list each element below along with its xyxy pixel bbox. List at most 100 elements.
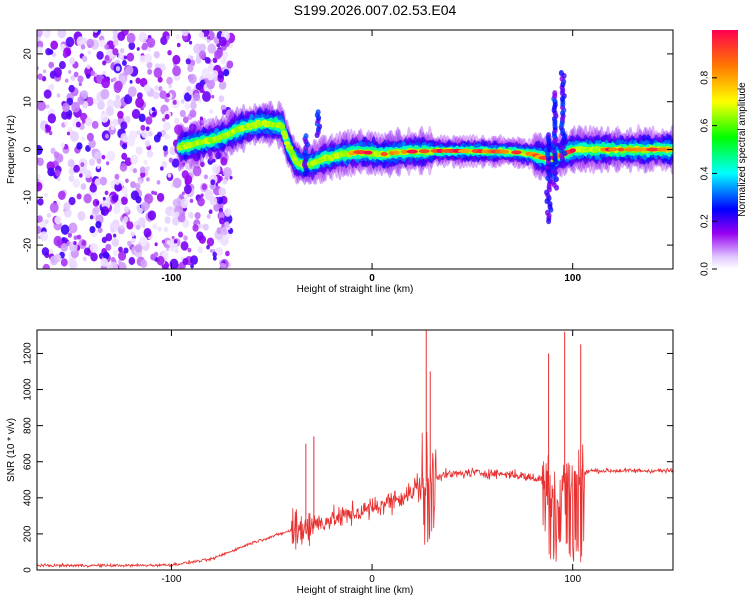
noise-speckle [68, 175, 75, 182]
noise-speckle [132, 168, 138, 174]
noise-speckle [129, 80, 133, 84]
noise-speckle [148, 131, 153, 137]
noise-speckle [92, 30, 99, 39]
noise-speckle [68, 222, 78, 234]
y-axis-label: Frequency (Hz) [6, 115, 17, 184]
noise-speckle [189, 198, 194, 203]
ridge-hotspot [392, 150, 400, 155]
noise-speckle [145, 116, 153, 125]
noise-speckle [114, 173, 120, 180]
noise-speckle [94, 151, 103, 162]
noise-speckle [137, 207, 143, 214]
noise-speckle [136, 47, 140, 51]
noise-speckle [117, 31, 126, 42]
noise-speckle [87, 50, 91, 55]
noise-speckle [172, 99, 177, 105]
noise-speckle [198, 50, 207, 60]
noise-speckle [218, 202, 224, 210]
noise-speckle [141, 42, 148, 51]
noise-speckle [86, 64, 91, 70]
noise-speckle [223, 213, 233, 225]
noise-speckle [91, 120, 99, 129]
noise-speckle [115, 65, 121, 72]
noise-speckle [71, 101, 81, 113]
noise-speckle [61, 110, 69, 120]
ridge-hotspot [617, 147, 625, 152]
noise-speckle [68, 84, 75, 93]
noise-speckle [182, 162, 186, 167]
noise-speckle [60, 142, 65, 148]
noise-speckle [188, 90, 193, 95]
noise-speckle [135, 77, 141, 84]
noise-speckle [118, 251, 127, 261]
noise-speckle [166, 76, 173, 85]
noise-speckle [42, 69, 47, 74]
noise-speckle [154, 85, 159, 91]
noise-speckle [97, 227, 103, 234]
noise-speckle [117, 186, 122, 192]
snr-series-line [37, 431, 673, 569]
noise-speckle [117, 110, 124, 119]
y-tick-label: -10 [23, 190, 34, 205]
noise-speckle [206, 245, 210, 250]
noise-speckle [146, 177, 150, 182]
noise-speckle [160, 36, 168, 45]
noise-speckle [67, 232, 73, 238]
noise-speckle [85, 73, 91, 79]
noise-speckle [37, 173, 41, 181]
noise-speckle [60, 224, 70, 235]
noise-speckle [215, 151, 222, 160]
noise-speckle [185, 58, 191, 65]
noise-speckle [212, 255, 217, 261]
noise-speckle [160, 166, 164, 171]
noise-speckle [146, 37, 156, 48]
noise-speckle [141, 223, 146, 228]
noise-speckle [42, 263, 50, 269]
noise-speckle [154, 242, 158, 247]
noise-speckle [124, 157, 133, 166]
noise-speckle [212, 251, 217, 258]
noise-speckle [161, 239, 166, 244]
noise-speckle [37, 40, 44, 49]
noise-speckle [113, 233, 117, 238]
noise-speckle [41, 76, 47, 82]
noise-speckle [92, 206, 100, 215]
ridge-hotspot [607, 147, 618, 152]
noise-speckle [222, 178, 228, 185]
noise-speckle [39, 231, 49, 242]
noise-speckle [87, 44, 91, 49]
noise-speckle [157, 76, 163, 83]
noise-speckle [168, 83, 173, 89]
noise-speckle [93, 30, 98, 33]
noise-speckle [48, 131, 53, 136]
noise-speckle [63, 208, 67, 213]
noise-speckle [137, 178, 143, 185]
noise-speckle [184, 161, 193, 170]
noise-speckle [46, 212, 52, 219]
noise-speckle [65, 49, 72, 56]
noise-speckle [119, 48, 125, 54]
noise-speckle [105, 243, 112, 251]
noise-speckle [113, 39, 119, 47]
noise-speckle [37, 178, 40, 183]
noise-speckle [37, 157, 41, 163]
noise-speckle [44, 124, 49, 129]
noise-speckle [190, 263, 194, 269]
noise-speckle [121, 152, 128, 160]
noise-speckle [78, 82, 82, 87]
noise-speckle [83, 247, 91, 256]
noise-speckle [194, 212, 201, 220]
noise-speckle [80, 136, 85, 142]
noise-speckle [206, 214, 211, 219]
snr-x-tick-label: 0 [369, 574, 375, 585]
y-tick-label: 0 [23, 146, 34, 152]
noise-speckle [156, 180, 161, 185]
noise-speckle [43, 89, 52, 99]
noise-speckle [153, 191, 158, 196]
noise-speckle [156, 192, 165, 202]
noise-speckle [100, 88, 110, 100]
noise-speckle [180, 198, 189, 209]
noise-speckle [70, 75, 76, 82]
noise-speckle [205, 118, 215, 129]
noise-speckle [183, 92, 192, 102]
